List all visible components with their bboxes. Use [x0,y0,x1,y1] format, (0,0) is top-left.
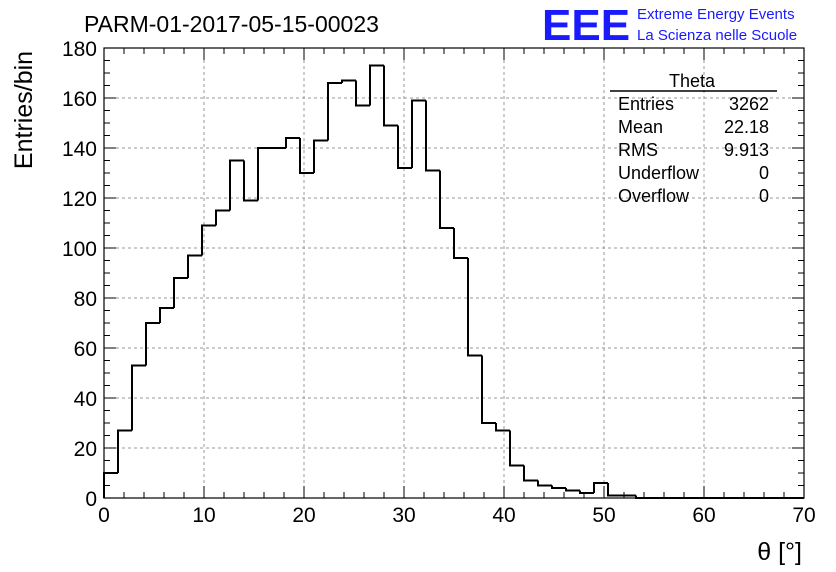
stats-label-entries: Entries [618,94,674,114]
y-tick-label: 160 [62,88,97,111]
histogram-bin [299,138,314,174]
histogram-bin [481,355,496,424]
x-tick-label: 70 [792,504,815,527]
histogram-bin [341,79,356,83]
histogram-bin [285,137,300,148]
eee-logo-mark: EEE [542,1,630,50]
plot-frame [103,47,805,499]
x-tick-label: 40 [492,504,515,527]
histogram-bin [215,209,230,226]
histogram-bin [537,480,552,487]
histogram-bin [467,258,482,357]
x-axis-title: θ [°] [757,538,802,566]
stats-value-entries: 3262 [729,94,769,114]
histogram-bin [495,423,510,432]
stats-label-overflow: Overflow [618,186,690,206]
histogram-bin [579,490,594,494]
stats-value-underflow: 0 [759,163,769,183]
histogram-bin [173,277,188,308]
histogram-bin [145,322,160,366]
histogram-bin [229,159,244,211]
histogram-bin [551,485,566,489]
y-tick-label: 140 [62,138,97,161]
histogram-bin [117,429,132,473]
y-axis-title: Entries/bin [10,51,38,169]
y-tick-label: 180 [62,38,97,61]
stats-label-rms: RMS [618,140,658,160]
x-tick-label: 60 [692,504,715,527]
y-tick-label: 80 [74,288,97,311]
histogram-bin [257,147,272,201]
histogram-bin [369,64,384,106]
stats-value-mean: 22.18 [724,117,769,137]
histogram-bin [523,465,538,482]
histogram-bin [593,482,608,493]
stats-value-overflow: 0 [759,186,769,206]
histogram-bin [453,228,468,259]
x-tick-label: 0 [98,504,110,527]
grid-lines [104,48,804,498]
y-tick-label: 40 [74,388,97,411]
histogram-bin [411,99,426,168]
histogram-bin [159,307,174,323]
histogram-bin [313,139,328,173]
histogram-bin [607,483,622,497]
tick-labels: 0 10 20 30 40 50 60 70 0 20 40 60 80 100 120 140 160 180 [62,38,816,527]
histogram-bin [187,254,202,278]
y-tick-label: 20 [74,438,97,461]
x-tick-label: 50 [592,504,615,527]
y-tick-label: 0 [85,488,97,511]
y-tick-label: 60 [74,338,97,361]
chart-title: PARM-01-2017-05-15-00023 [84,11,379,37]
histogram-bin [201,224,216,256]
histogram-bin [509,430,524,467]
x-tick-label: 20 [292,504,315,527]
histogram-bin [243,160,258,202]
histogram-bin [383,65,398,127]
axis-ticks [103,47,805,499]
stats-label-mean: Mean [618,117,663,137]
eee-logo: EEE [542,1,630,50]
histogram-bin [131,364,146,431]
stats-value-rms: 9.913 [724,140,769,160]
histogram-bin [439,170,454,229]
histogram-bin [565,488,580,492]
x-tick-label: 10 [192,504,215,527]
histogram-bin [397,125,412,169]
stats-label-underflow: Underflow [618,163,700,183]
histogram-bin [425,100,440,172]
stats-box-title: Theta [669,71,716,91]
histogram-series [103,64,804,499]
stats-box: Theta Entries 3262 Mean 22.18 RMS 9.913 … [610,71,777,206]
logo-line-1: Extreme Energy Events [637,6,795,23]
histogram-bin [327,82,342,141]
y-tick-label: 120 [62,188,97,211]
x-tick-label: 30 [392,504,415,527]
histogram-bin [355,80,370,107]
y-tick-label: 100 [62,238,97,261]
logo-line-2: La Scienza nelle Scuole [637,27,797,44]
